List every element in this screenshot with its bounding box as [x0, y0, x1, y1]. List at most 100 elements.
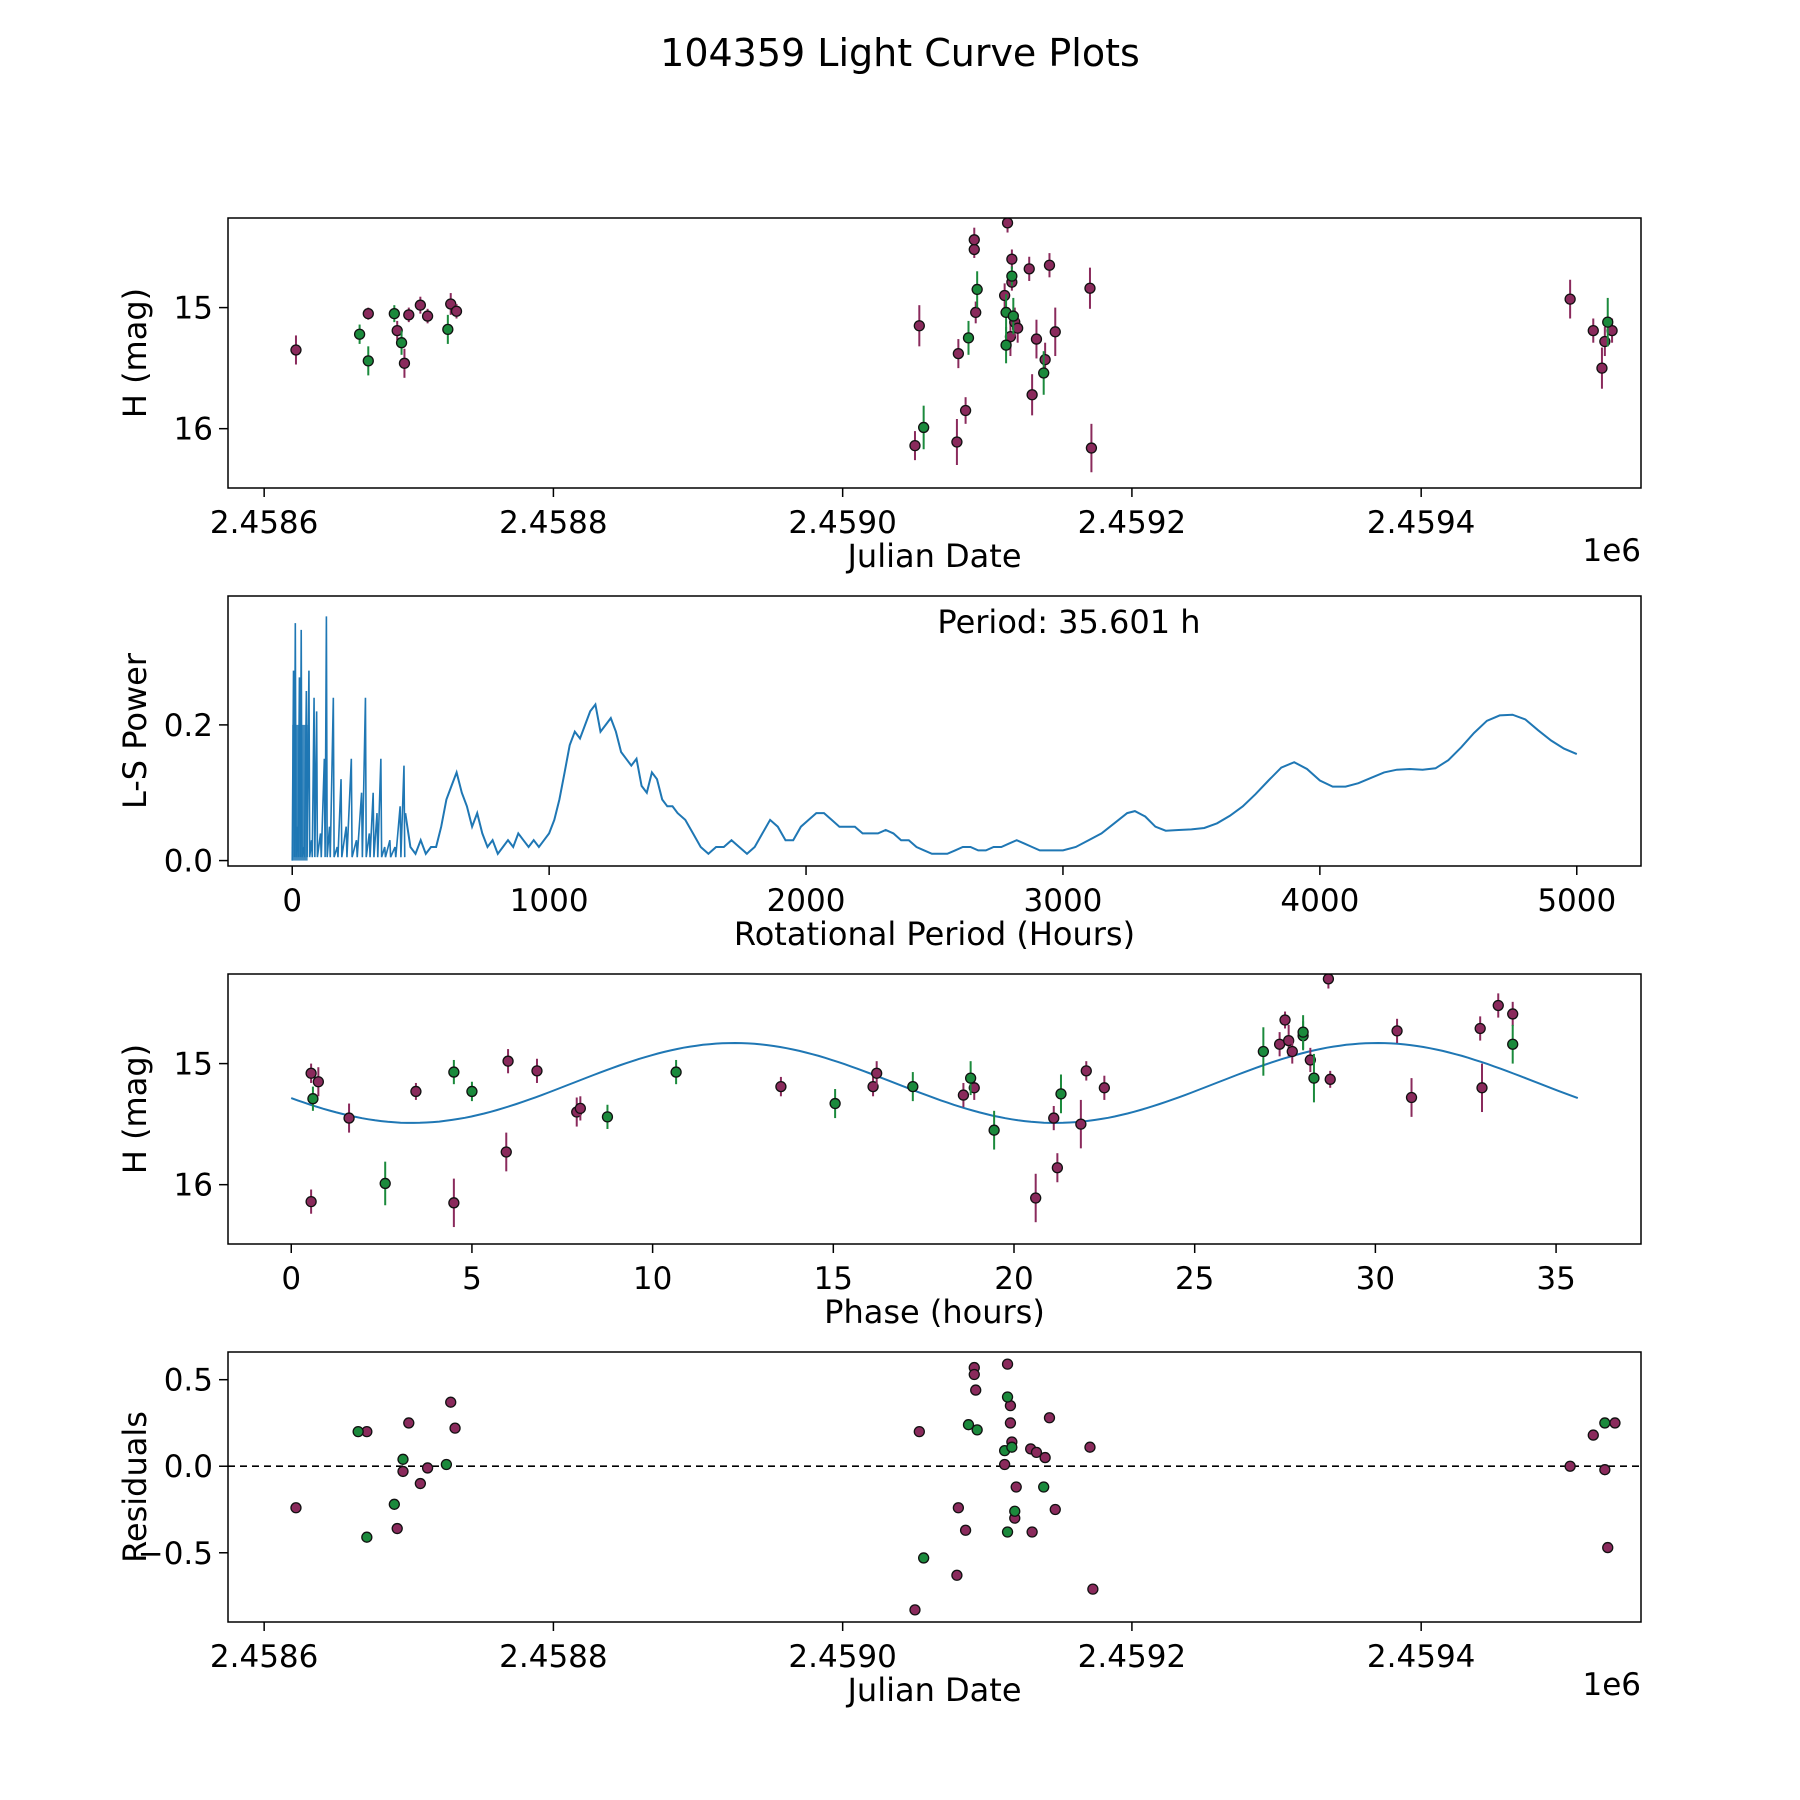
sinusoid-fit-curve	[290, 1041, 1579, 1124]
data-point-band-g	[1006, 1441, 1018, 1453]
x-tick-label: 2.4586	[210, 1639, 318, 1675]
data-point-band-g	[1007, 310, 1019, 322]
data-point-band-r	[1564, 1460, 1576, 1472]
data-point-band-r	[867, 1080, 879, 1093]
data-point-band-g	[918, 421, 930, 434]
data-point-band-r	[1084, 282, 1096, 294]
axes-frame	[227, 1351, 1642, 1623]
plot-area	[228, 1358, 1641, 1616]
data-point-band-r	[1476, 1082, 1488, 1094]
data-point-band-r	[871, 1067, 883, 1079]
data-point-band-r	[968, 1082, 980, 1094]
data-point-band-g	[1038, 367, 1050, 379]
data-point-band-r	[1599, 1464, 1611, 1476]
axes-frame	[227, 595, 1642, 867]
x-tick-label: 5000	[1537, 883, 1616, 919]
data-point-band-r	[1304, 1054, 1316, 1066]
data-point-band-g	[361, 1531, 373, 1543]
data-point-band-g	[918, 1552, 930, 1564]
data-point-band-r	[1051, 1162, 1064, 1174]
data-point-band-r	[959, 1524, 972, 1536]
data-point-band-r	[574, 1102, 586, 1115]
y-axis-label: H (mag)	[116, 288, 154, 418]
data-point-band-g	[971, 1424, 983, 1436]
y-tick-label: 16	[174, 412, 213, 448]
data-point-band-r	[952, 347, 965, 360]
x-offset-label: 1e6	[1582, 1667, 1641, 1703]
data-point-band-r	[421, 1462, 434, 1474]
data-point-band-r	[1587, 324, 1599, 337]
data-point-band-r	[1006, 253, 1018, 265]
x-tick-label: 1000	[510, 883, 589, 919]
residuals-panel: 2.4586 2.4588 2.4590 2.4592 2.4594 0.5 0.0 −0.5…	[116, 1351, 1642, 1709]
data-point-band-r	[1026, 1526, 1038, 1538]
data-point-band-r	[450, 305, 463, 317]
data-point-band-r	[1391, 1025, 1403, 1037]
data-point-band-r	[1324, 1073, 1336, 1085]
data-point-band-r	[1087, 1583, 1099, 1595]
data-point-band-r	[1004, 1417, 1017, 1429]
data-point-band-r	[909, 1604, 921, 1616]
data-point-band-g	[1001, 1391, 1014, 1403]
data-point-band-r	[1043, 1412, 1056, 1424]
data-point-band-r	[305, 1067, 317, 1079]
data-point-band-r	[1596, 362, 1608, 374]
data-point-band-r	[959, 404, 972, 417]
y-tick-label: 0.0	[164, 1449, 213, 1485]
data-point-band-r	[1030, 333, 1043, 345]
data-point-band-g	[971, 283, 983, 296]
data-point-band-r	[1075, 1118, 1087, 1130]
x-tick-label: 15	[814, 1261, 853, 1297]
data-point-band-r	[957, 1089, 970, 1101]
x-tick-label: 10	[633, 1261, 672, 1297]
data-point-band-r	[1080, 1065, 1092, 1077]
data-point-band-r	[449, 1422, 461, 1434]
data-point-band-r	[998, 289, 1011, 302]
data-point-band-g	[1308, 1072, 1320, 1084]
y-axis-label: H (mag)	[116, 1044, 154, 1174]
data-point-band-r	[1049, 1503, 1061, 1516]
data-point-band-g	[362, 355, 374, 367]
x-tick-label: 3000	[1024, 883, 1103, 919]
x-tick-label: 0	[281, 1261, 301, 1297]
data-point-band-g	[1009, 1505, 1021, 1517]
light-curve-panel: 2.4586 2.4588 2.4590 2.4592 2.4594 16 15 Julian…	[116, 217, 1642, 575]
data-point-band-g	[1599, 1417, 1611, 1429]
data-point-band-r	[1039, 1451, 1051, 1464]
data-point-band-r	[913, 1425, 925, 1438]
periodogram-spikes	[291, 616, 406, 861]
data-point-band-r	[1286, 1045, 1298, 1058]
data-point-band-g	[964, 1072, 977, 1084]
data-point-band-g	[1602, 316, 1614, 328]
data-point-band-g	[829, 1097, 841, 1110]
plot-area	[290, 218, 1618, 473]
periodogram-panel: 0 1000 2000 3000 4000 5000 0.0 0.2 Rotational Pe…	[116, 595, 1642, 953]
data-point-band-r	[1023, 263, 1035, 275]
data-point-band-r	[403, 309, 415, 321]
data-point-band-g	[388, 308, 400, 320]
x-tick-label: 2.4592	[1078, 1639, 1186, 1675]
y-axis-label: L-S Power	[116, 652, 154, 809]
data-point-band-r	[1049, 326, 1061, 338]
data-point-band-g	[1001, 1526, 1014, 1538]
data-point-band-r	[1609, 1417, 1621, 1429]
data-point-band-r	[290, 1502, 302, 1514]
data-point-band-r	[448, 1197, 460, 1209]
data-point-band-g	[388, 1498, 400, 1510]
data-point-band-g	[670, 1066, 682, 1078]
x-tick-label: 20	[994, 1261, 1033, 1297]
x-tick-label: 2.4594	[1367, 1639, 1475, 1675]
data-point-band-r	[951, 436, 963, 448]
data-point-band-g	[988, 1124, 1000, 1136]
data-point-band-r	[1474, 1022, 1486, 1035]
data-point-band-g	[1055, 1088, 1067, 1100]
data-point-band-g	[442, 323, 454, 336]
data-point-band-r	[1602, 1541, 1614, 1554]
y-tick-label: 16	[174, 1168, 213, 1204]
data-point-band-g	[466, 1085, 478, 1098]
y-tick-label: 0.0	[164, 844, 213, 880]
data-point-band-g	[1297, 1026, 1309, 1038]
data-point-band-r	[1001, 1358, 1014, 1370]
data-point-band-r	[1405, 1091, 1418, 1104]
